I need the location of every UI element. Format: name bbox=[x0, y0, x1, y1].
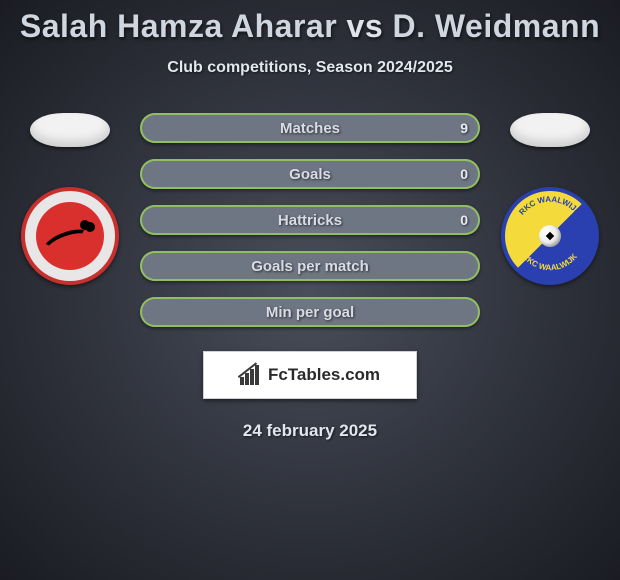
stat-bar-matches: Matches 9 bbox=[140, 113, 480, 143]
stat-right-value: 9 bbox=[460, 120, 468, 136]
stat-bar-gpm: Goals per match bbox=[140, 251, 480, 281]
stat-label: Hattricks bbox=[278, 212, 342, 229]
subtitle: Club competitions, Season 2024/2025 bbox=[167, 59, 452, 77]
left-flag bbox=[30, 113, 110, 147]
svg-text:RKC WAALWIJK: RKC WAALWIJK bbox=[521, 252, 579, 273]
right-team-crest: RKC WAALWIJK RKC WAALWIJK bbox=[501, 187, 599, 285]
right-side: RKC WAALWIJK RKC WAALWIJK bbox=[490, 113, 610, 285]
page-title: Salah Hamza Aharar vs D. Weidmann bbox=[20, 8, 600, 45]
left-side bbox=[10, 113, 130, 285]
left-team-crest bbox=[21, 187, 119, 285]
right-flag bbox=[510, 113, 590, 147]
brand-chart-icon bbox=[240, 365, 262, 385]
stat-label: Matches bbox=[280, 120, 340, 137]
comparison-panel: Matches 9 Goals 0 Hattricks 0 Goals per … bbox=[0, 113, 620, 327]
stat-label: Min per goal bbox=[266, 304, 354, 321]
svg-text:RKC WAALWIJK: RKC WAALWIJK bbox=[517, 195, 582, 217]
stat-label: Goals bbox=[289, 166, 331, 183]
date-text: 24 february 2025 bbox=[243, 421, 377, 441]
stat-bar-mpg: Min per goal bbox=[140, 297, 480, 327]
vs-text: vs bbox=[347, 8, 384, 44]
player1-name: Salah Hamza Aharar bbox=[20, 8, 337, 44]
stat-right-value: 0 bbox=[460, 212, 468, 228]
player2-name: D. Weidmann bbox=[393, 8, 601, 44]
brand-box: FcTables.com bbox=[203, 351, 417, 399]
stat-bar-hattricks: Hattricks 0 bbox=[140, 205, 480, 235]
stat-label: Goals per match bbox=[251, 258, 369, 275]
stat-bars: Matches 9 Goals 0 Hattricks 0 Goals per … bbox=[140, 113, 480, 327]
stat-right-value: 0 bbox=[460, 166, 468, 182]
brand-text: FcTables.com bbox=[268, 365, 380, 385]
stat-bar-goals: Goals 0 bbox=[140, 159, 480, 189]
